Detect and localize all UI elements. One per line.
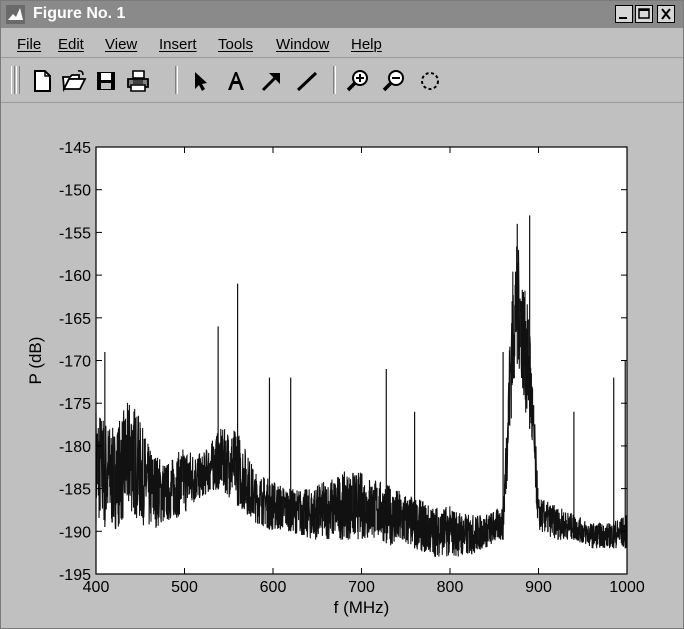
title-bar[interactable]: Figure No. 1: [1, 1, 683, 28]
menu-help[interactable]: Help: [351, 36, 382, 53]
x-tick-label: 800: [437, 579, 464, 596]
y-tick-label: -145: [59, 140, 91, 157]
maximize-button[interactable]: [635, 5, 653, 23]
spectrum-line: [95, 244, 628, 557]
y-tick-label: -170: [59, 354, 91, 371]
figure-canvas[interactable]: 400 500 600 700 800 900 1000 -145 -150 -155 -160 -1…: [1, 103, 683, 628]
x-axis-label: f (MHz): [334, 598, 390, 617]
x-tick-label: 900: [525, 579, 552, 596]
spectrum-trace: [95, 215, 628, 557]
toolbar: [1, 58, 683, 103]
y-tick-label: -180: [59, 439, 91, 456]
toolbar-grip[interactable]: [11, 66, 15, 94]
menu-file[interactable]: File: [17, 36, 42, 53]
toolbar-separator-2: [333, 66, 336, 94]
y-tick-label: -175: [59, 396, 91, 413]
close-button[interactable]: [657, 5, 675, 23]
maximize-icon: [638, 8, 650, 19]
open-file-button[interactable]: [61, 68, 87, 94]
x-tick-label: 400: [83, 579, 110, 596]
matlab-logo-icon: [6, 5, 25, 24]
rotate-3d-icon: [421, 72, 439, 90]
y-tick-label: -190: [59, 524, 91, 541]
y-tick-label: -155: [59, 225, 91, 242]
menu-insert[interactable]: Insert: [159, 36, 197, 53]
select-arrow-icon: [195, 72, 207, 91]
close-icon: [661, 8, 671, 20]
y-tick-label: -160: [59, 268, 91, 285]
save-button[interactable]: [93, 68, 119, 94]
new-file-button[interactable]: [29, 68, 55, 94]
new-file-icon: [34, 70, 51, 92]
spectrum-plot[interactable]: 400 500 600 700 800 900 1000 -145 -150 -155 -160 -1…: [1, 103, 683, 628]
insert-text-button[interactable]: [223, 68, 249, 94]
insert-arrow-icon: [261, 73, 280, 92]
insert-line-icon: [296, 71, 318, 92]
rotate-3d-button[interactable]: [417, 68, 443, 94]
y-tick-label: -195: [59, 567, 91, 584]
print-icon: [127, 70, 149, 92]
y-tick-label: -185: [59, 482, 91, 499]
insert-arrow-button[interactable]: [258, 68, 284, 94]
insert-line-button[interactable]: [294, 68, 320, 94]
minimize-button[interactable]: [615, 5, 633, 23]
x-tick-label: 700: [348, 579, 375, 596]
zoom-in-icon: [346, 70, 368, 92]
x-tick-label: 500: [171, 579, 198, 596]
print-button[interactable]: [125, 68, 151, 94]
y-axis-label: P (dB): [26, 337, 45, 385]
y-tick-label: -165: [59, 311, 91, 328]
x-tick-label: 1000: [609, 579, 645, 596]
zoom-out-button[interactable]: [381, 68, 407, 94]
toolbar-separator: [175, 66, 178, 94]
x-tick-label: 600: [260, 579, 287, 596]
window-title: Figure No. 1: [33, 5, 126, 22]
menu-view[interactable]: View: [105, 36, 138, 53]
menu-window[interactable]: Window: [276, 36, 330, 53]
y-tick-label: -150: [59, 183, 91, 200]
menu-bar: File Edit View Insert Tools Window Help: [1, 28, 683, 58]
axis-ticks: 400 500 600 700 800 900 1000 -145 -150 -155 -160 -1…: [59, 140, 645, 596]
minimize-icon: [619, 17, 627, 19]
edit-plot-button[interactable]: [187, 68, 213, 94]
zoom-out-icon: [382, 70, 404, 92]
insert-text-icon: [228, 72, 244, 90]
menu-edit[interactable]: Edit: [58, 36, 84, 53]
toolbar-grip-2[interactable]: [16, 66, 20, 94]
menu-tools[interactable]: Tools: [218, 36, 254, 53]
zoom-in-button[interactable]: [345, 68, 371, 94]
save-disk-icon: [97, 72, 115, 90]
open-folder-icon: [62, 70, 87, 93]
